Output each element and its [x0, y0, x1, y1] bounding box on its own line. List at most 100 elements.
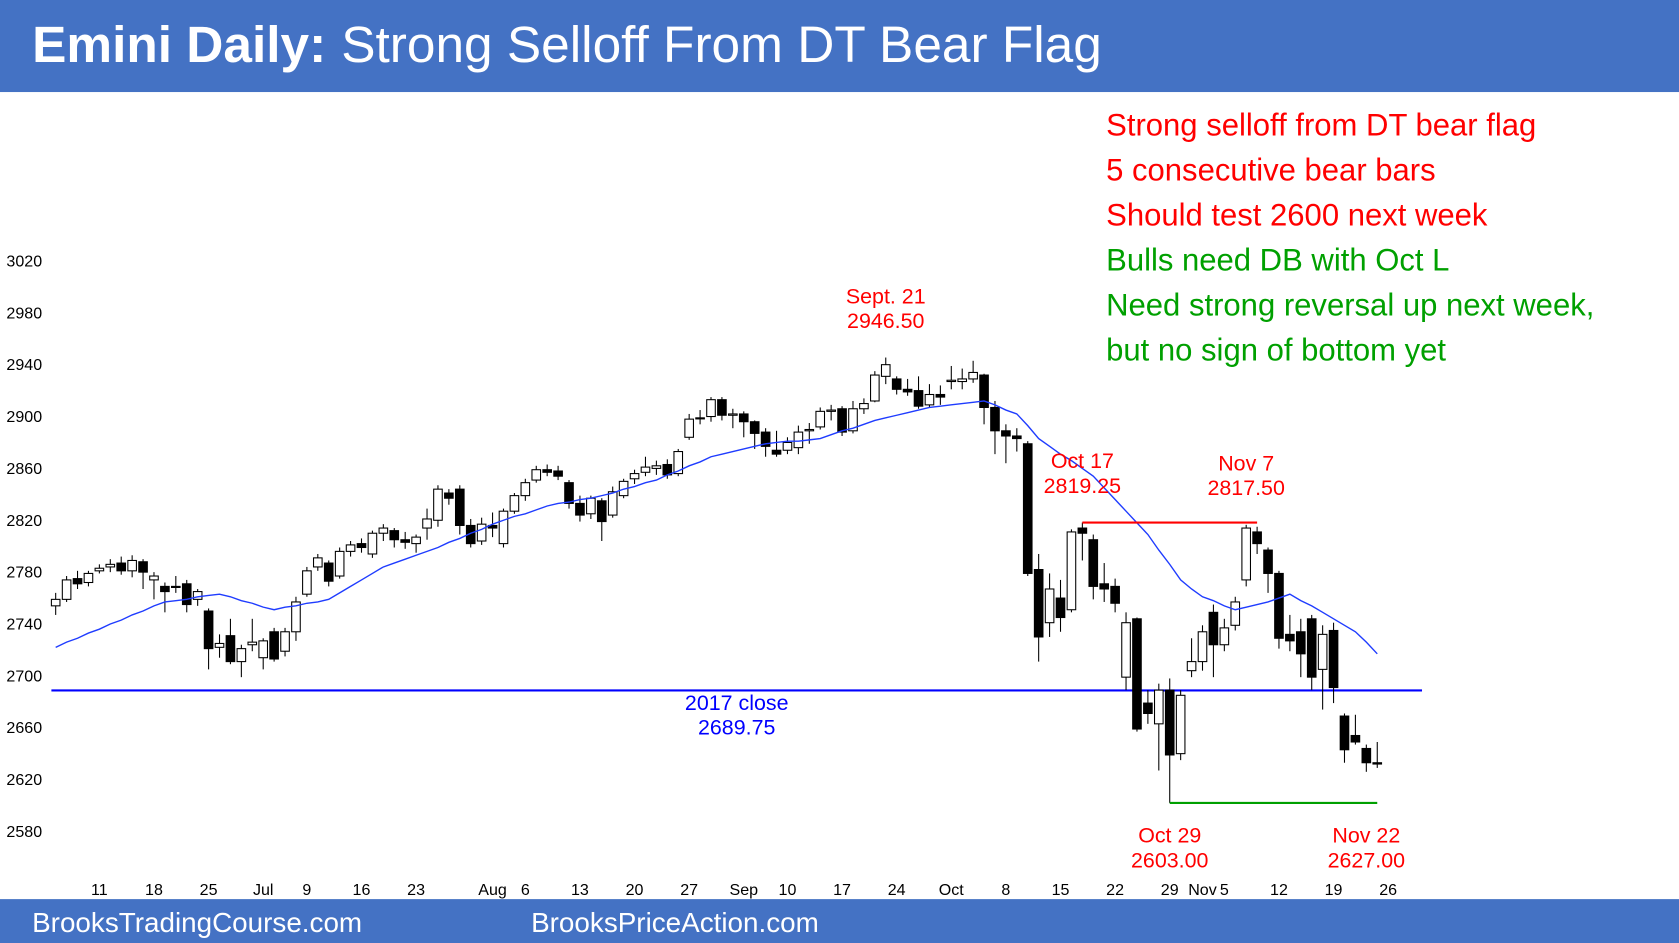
candle-body [1175, 694, 1186, 755]
candle-body [94, 567, 105, 572]
candle-body [1186, 661, 1197, 672]
candle-body [848, 408, 858, 432]
x-tick-label: 26 [1379, 881, 1397, 899]
header-bar [0, 0, 1679, 93]
candle-body [1164, 689, 1175, 756]
title-rest: Strong Selloff From DT Bear Flag [341, 15, 1102, 73]
x-tick-label: 9 [302, 881, 311, 899]
annotation-price: 2627.00 [1328, 848, 1405, 872]
candle-body [422, 518, 432, 529]
title-bold: Emini Daily: [32, 15, 326, 73]
x-tick-label: 10 [779, 881, 797, 899]
candle-body [586, 497, 596, 515]
y-tick-label: 2900 [6, 408, 42, 426]
x-tick-label: Nov [1188, 881, 1217, 899]
candle-body [717, 399, 727, 416]
candle-body [258, 640, 269, 659]
candle-body [61, 579, 72, 600]
candle-body [673, 451, 684, 475]
candle-body [1121, 622, 1131, 678]
candle-body [411, 536, 421, 545]
candle-body [1077, 527, 1088, 534]
candle-body [1317, 633, 1328, 670]
candle-body [498, 510, 509, 545]
candle-body [160, 585, 170, 593]
y-tick-label: 2740 [6, 616, 42, 634]
x-tick-label: 24 [888, 881, 906, 899]
x-tick-label: 27 [680, 881, 698, 899]
candle-body [476, 523, 487, 542]
candle-body [837, 408, 847, 433]
candle-body [149, 575, 159, 581]
candle-body [782, 441, 793, 451]
annotation-date: Sept. 21 [846, 284, 926, 308]
candle-body [1372, 762, 1383, 765]
candle-body [1295, 631, 1306, 655]
y-tick-label: 2620 [6, 771, 42, 789]
candle-body [454, 488, 465, 526]
candle-body [280, 631, 290, 652]
candle-body [247, 641, 258, 646]
candle-body [1219, 627, 1230, 646]
candle-body [564, 482, 574, 504]
candle-body [291, 601, 301, 633]
note: Strong selloff from DT bear flag [1106, 108, 1536, 143]
candle-body [1110, 585, 1120, 604]
candle-body [83, 572, 94, 584]
candle-body [957, 378, 968, 383]
candle-body [629, 473, 640, 480]
candle-body [181, 583, 192, 606]
candle-body [706, 399, 716, 418]
note: Need strong reversal up next week, [1106, 287, 1594, 322]
candle-body [695, 417, 705, 420]
candle-body [990, 406, 1000, 432]
candle-body [728, 413, 738, 416]
candle-body [50, 598, 61, 607]
candle-body [236, 648, 247, 663]
candle-body [1044, 588, 1055, 624]
candle-body [192, 591, 203, 600]
x-tick-label: 11 [91, 881, 108, 899]
x-tick-label: 16 [353, 881, 371, 899]
x-tick-label: Sep [729, 881, 758, 899]
x-tick-label: Oct [939, 881, 965, 899]
note: 5 consecutive bear bars [1106, 153, 1436, 188]
note: Bulls need DB with Oct L [1106, 242, 1449, 277]
candle-body [553, 470, 563, 477]
candle-body [607, 491, 618, 516]
candle-body [1088, 539, 1099, 587]
reference-value-label: 2689.75 [698, 716, 775, 740]
x-tick-label: 12 [1270, 881, 1288, 899]
annotation-date: Nov 22 [1332, 824, 1400, 848]
candle-body [138, 561, 148, 573]
candle-body [1197, 631, 1208, 663]
candle-body [1230, 601, 1241, 626]
candle-body [509, 495, 520, 512]
candle-body [684, 418, 694, 438]
candle-body [880, 364, 891, 377]
candle-body [749, 421, 760, 434]
candle-body [1361, 747, 1372, 764]
y-tick-label: 2820 [6, 512, 42, 530]
candle-body [312, 557, 323, 568]
plot: 2580262026602700274027802820286029002940… [6, 108, 1594, 899]
candle-body [596, 500, 607, 523]
candle-body [760, 431, 771, 447]
candle-body [1066, 531, 1077, 611]
candle-body [924, 393, 935, 406]
annotation-date: Oct 29 [1138, 824, 1201, 848]
candle-body [214, 642, 225, 648]
note: but no sign of bottom yet [1106, 332, 1446, 367]
candle-body [116, 562, 127, 572]
y-tick-label: 2940 [6, 356, 42, 374]
candle-body [531, 469, 542, 481]
y-tick-label: 3020 [6, 252, 42, 270]
moving-average [55, 400, 1378, 655]
candle-body [804, 428, 815, 432]
candle-body [1208, 611, 1219, 646]
candle-body [1252, 531, 1262, 545]
candle-body [826, 409, 836, 412]
x-tick-label: 5 [1220, 881, 1229, 899]
x-tick-label: Aug [478, 881, 507, 899]
y-tick-label: 2660 [6, 719, 42, 737]
